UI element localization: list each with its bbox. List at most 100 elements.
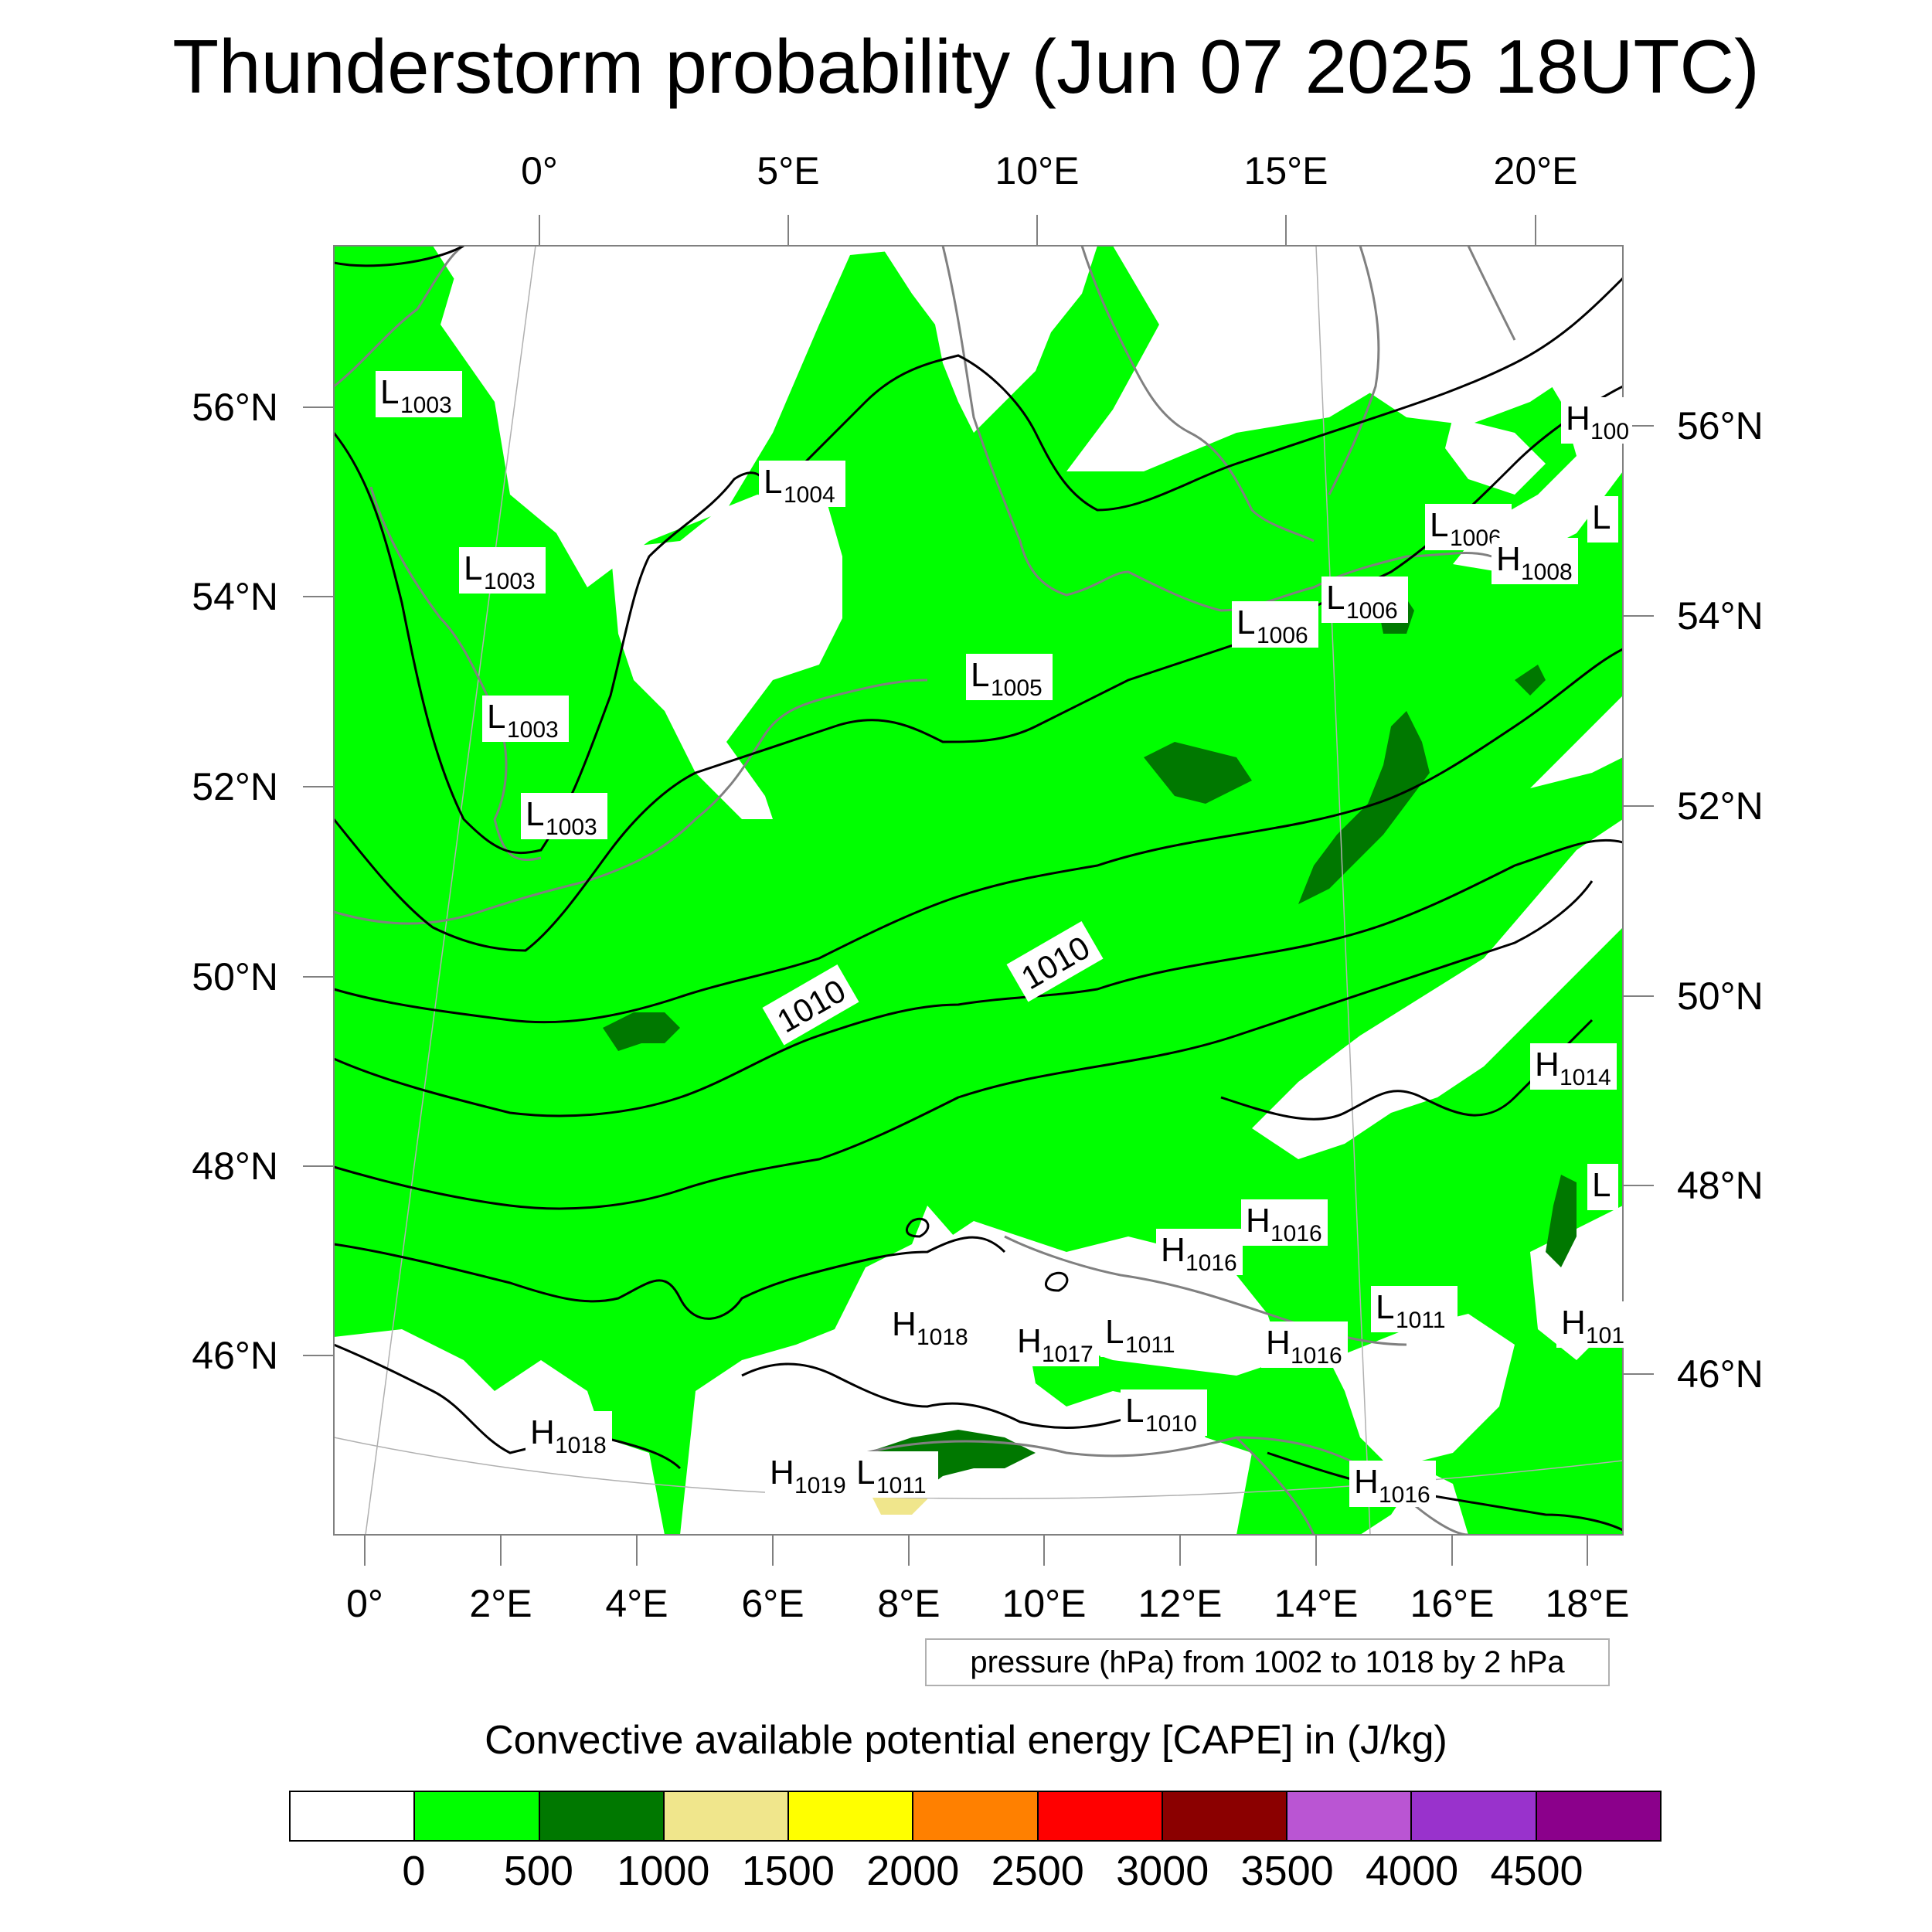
pressure-type: L	[464, 549, 482, 587]
left-lat-label: 52°N	[192, 765, 278, 808]
pressure-value: 1003	[546, 815, 597, 840]
pressure-type: H	[1246, 1202, 1270, 1240]
pressure-type: L	[764, 463, 782, 501]
colorbar-swatch	[1287, 1792, 1413, 1840]
pressure-type: L	[1592, 1166, 1611, 1204]
isobar-1006-east	[771, 277, 1623, 512]
cape-zero-north-strip-3	[665, 255, 742, 294]
pressure-value: 1003	[400, 393, 452, 418]
chart-title: Thunderstorm probability (Jun 07 2025 18…	[172, 24, 1760, 109]
pressure-type: H	[770, 1454, 794, 1492]
bottom-lon-label: 4°E	[605, 1582, 668, 1625]
colorbar-swatch	[1038, 1792, 1163, 1840]
top-lon-label: 0°	[521, 149, 558, 192]
pressure-type: H	[1496, 540, 1521, 578]
pressure-type: L	[1105, 1313, 1124, 1351]
pressure-value: 1011	[876, 1473, 927, 1498]
high-pressure-label: H 1018	[887, 1303, 974, 1350]
cape-zero-north-strip-2	[541, 332, 788, 402]
high-pressure-label: H 1019	[765, 1451, 852, 1498]
isobar-1012	[334, 838, 1623, 1117]
right-lat-label: 46°N	[1677, 1352, 1764, 1396]
pressure-type: H	[530, 1413, 555, 1451]
cape-zero-baltic-east	[1445, 417, 1546, 495]
colorbar-tick-label: 0	[402, 1848, 426, 1894]
cape-zero-scandinavia	[881, 246, 1097, 433]
top-lon-label: 20°E	[1494, 149, 1578, 192]
low-pressure-label: L 1003	[376, 371, 462, 418]
pressure-type: H	[1161, 1231, 1185, 1269]
pressure-type: H	[892, 1305, 917, 1343]
pressure-type: L	[1376, 1288, 1394, 1326]
colorbar-swatch	[1412, 1792, 1537, 1840]
pressure-value: 1019	[794, 1473, 846, 1498]
cape-500-1000-area-france	[603, 1012, 680, 1051]
colorbar	[289, 1791, 1662, 1842]
right-lat-label: 52°N	[1677, 784, 1764, 828]
bottom-lon-label: 2°E	[469, 1582, 532, 1625]
left-lat-label: 46°N	[192, 1334, 278, 1377]
map-frame	[333, 245, 1624, 1536]
isobar-ring-2	[1045, 1271, 1069, 1292]
bottom-lon-label: 10°E	[1002, 1582, 1087, 1625]
colorbar-tick-label: 3000	[1116, 1848, 1209, 1894]
high-pressure-label: H 1008	[1492, 538, 1578, 585]
high-pressure-label: H 1018	[526, 1411, 612, 1458]
pressure-value: 1016	[1291, 1343, 1342, 1369]
colorbar-swatch	[539, 1792, 665, 1840]
colorbar-tick-label: 3500	[1240, 1848, 1334, 1894]
pressure-value: 1005	[991, 675, 1043, 701]
right-lat-label: 56°N	[1677, 404, 1764, 447]
colorbar-title: Convective available potential energy [C…	[485, 1718, 1447, 1763]
pressure-type: L	[1326, 579, 1345, 617]
colorbar-swatch	[415, 1792, 540, 1840]
pressure-value: 1018	[555, 1433, 607, 1458]
right-lat-label: 48°N	[1677, 1164, 1764, 1207]
low-pressure-label: L 1011	[1100, 1311, 1187, 1358]
low-pressure-label: L 1003	[482, 696, 569, 743]
pressure-value: 1003	[507, 717, 559, 743]
cape-500-1000-area-poland-2	[1515, 665, 1546, 696]
pressure-type: H	[1266, 1324, 1291, 1362]
pressure-value: 1003	[484, 569, 536, 594]
isobars	[334, 246, 1623, 1532]
colorbar-swatch	[664, 1792, 790, 1840]
colorbar-tick-label: 500	[503, 1848, 573, 1894]
pressure-value: 1018	[917, 1325, 968, 1350]
low-pressure-label: L 1006	[1321, 577, 1408, 624]
pressure-value: 1017	[1042, 1342, 1094, 1367]
axis-ticks	[303, 215, 1654, 1566]
bottom-lon-label: 0°	[346, 1582, 383, 1625]
left-lat-label: 54°N	[192, 575, 278, 618]
colorbar-tick-label: 2000	[866, 1848, 960, 1894]
cape-zero-balkans	[1329, 1314, 1515, 1468]
pressure-value: 101	[1586, 1323, 1624, 1349]
pressure-type: L	[487, 698, 505, 736]
pressure-type: L	[1592, 498, 1611, 536]
cape-zero-north-strip-1	[433, 246, 680, 371]
cape-zero-southeast	[1252, 819, 1623, 1159]
colorbar-swatch	[291, 1792, 416, 1840]
colorbar-tick-label: 1000	[617, 1848, 710, 1894]
pressure-type: H	[1566, 400, 1590, 437]
isobar-1004	[334, 246, 464, 267]
colorbar-tick-labels: 0 500 1000 1500 2000 2500 3000 3500 4000 4500	[0, 1847, 1932, 1901]
isobar-1014	[334, 880, 1594, 1210]
pressure-value: 1008	[1521, 560, 1573, 585]
high-pressure-label: H 1014	[1530, 1043, 1617, 1090]
bottom-lon-label: 18°E	[1546, 1582, 1630, 1625]
bottom-lon-label: 8°E	[877, 1582, 940, 1625]
pressure-value: 1006	[1257, 623, 1308, 648]
cape-zero-france-south	[402, 1391, 649, 1535]
map-field	[334, 246, 1623, 1535]
pressure-value: 1014	[1560, 1065, 1611, 1090]
pressure-type: L	[1125, 1392, 1144, 1430]
colorbar-tick-label: 4500	[1490, 1848, 1583, 1894]
colorbar-tick-label: 2500	[991, 1848, 1084, 1894]
top-lon-label: 10°E	[995, 149, 1080, 192]
colorbar-swatch	[913, 1792, 1039, 1840]
pressure-value: 1016	[1270, 1221, 1322, 1247]
right-lat-label: 54°N	[1677, 594, 1764, 638]
pressure-type: H	[1535, 1046, 1560, 1083]
